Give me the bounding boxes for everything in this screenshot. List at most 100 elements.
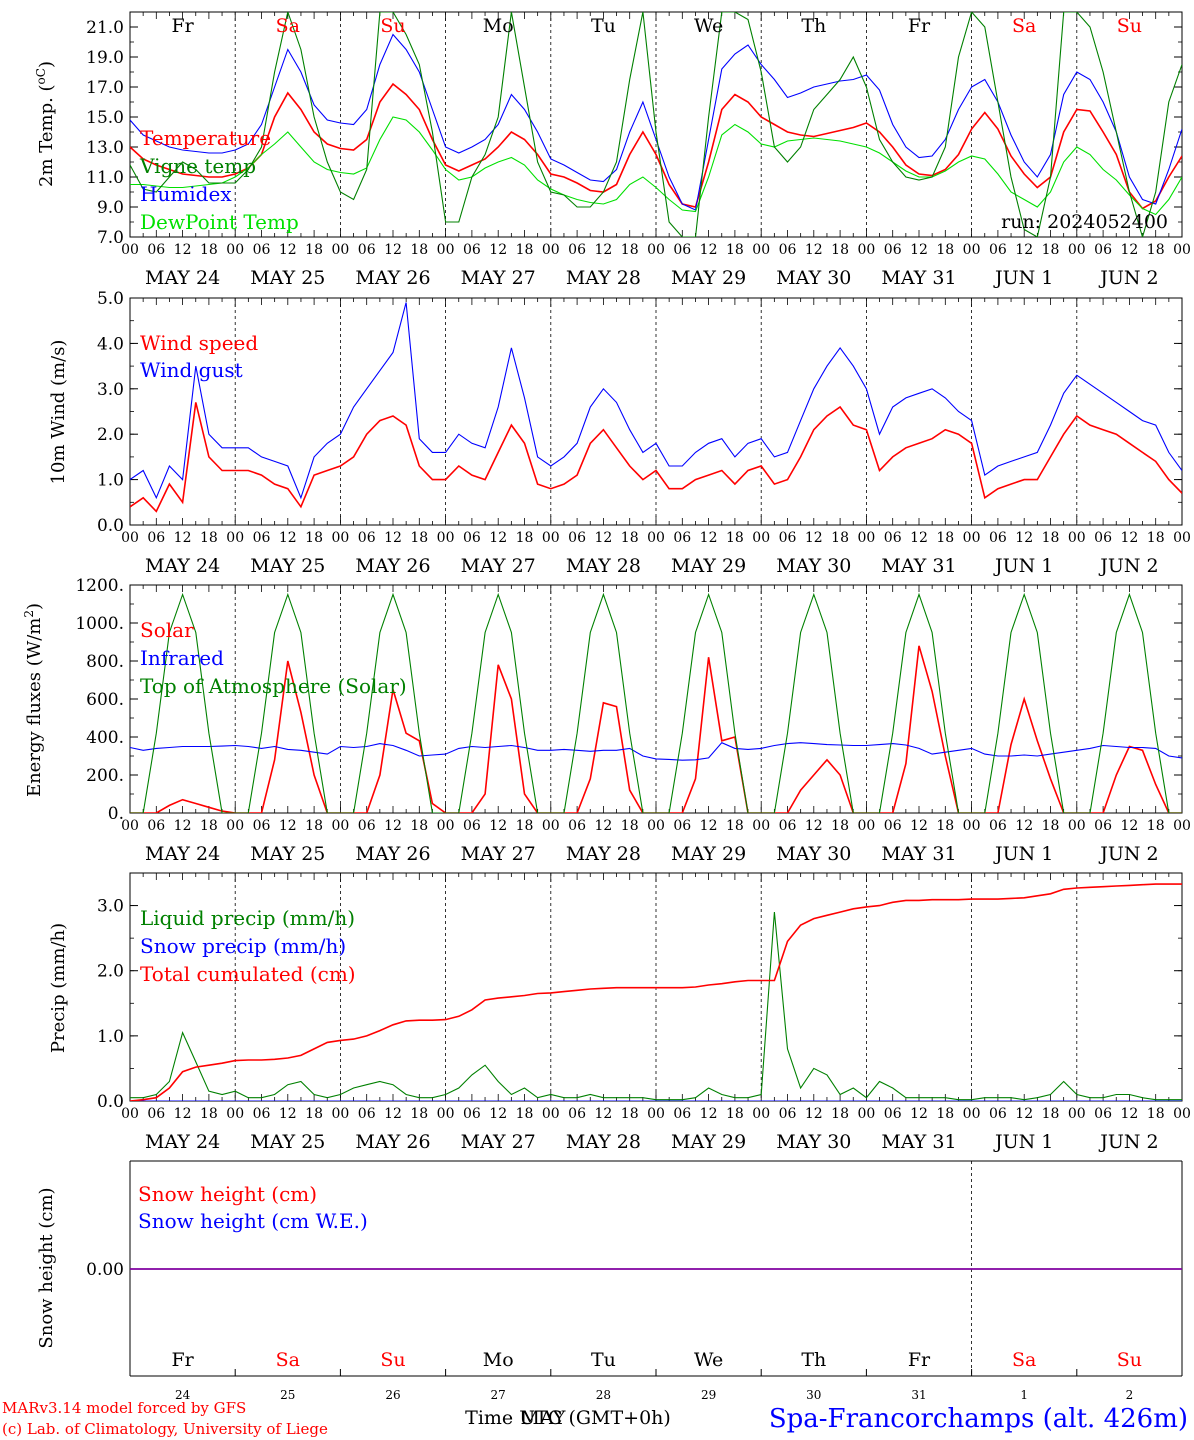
hour-label: 00 [542, 530, 560, 546]
date-label: MAY 30 [776, 1131, 851, 1153]
date-label: JUN 2 [1098, 267, 1158, 289]
legend-item: Snow precip (mm/h) [140, 934, 346, 958]
legend-item: Infrared [140, 646, 224, 670]
day-name: Fr [171, 1349, 194, 1371]
date-label: MAY 28 [566, 1131, 641, 1153]
hour-label: 06 [884, 242, 902, 258]
day-name: Tu [591, 15, 616, 37]
hour-label: 06 [1094, 530, 1112, 546]
panel_wind: 0.0 1.0 2.0 3.0 4.0 5.0 00 06 12 18 00 06 12 18 00 06 12… [97, 289, 1191, 577]
y-axis-label-prefix: 2m Temp. ( [36, 84, 57, 187]
hour-label: 18 [936, 530, 954, 546]
hour-label: 12 [279, 530, 297, 546]
date-label: MAY 24 [145, 1131, 220, 1153]
hour-label: 00 [1173, 242, 1191, 258]
hour-label: 12 [174, 818, 192, 834]
y-axis-label-suffix: ) [24, 603, 45, 610]
legend-item: Vigne temp [139, 154, 256, 178]
hour-label: 00 [437, 530, 455, 546]
y-axis-label: Snow height (cm) [36, 1187, 57, 1348]
legend-item: Humidex [140, 182, 232, 206]
hour-label: 06 [884, 530, 902, 546]
date-label: MAY 28 [566, 267, 641, 289]
hour-label: 12 [1120, 1106, 1138, 1122]
hour-label: 00 [437, 242, 455, 258]
date-label: MAY 24 [145, 555, 220, 577]
y-tick-label: 3.0 [97, 897, 124, 917]
y-tick-label: 600. [86, 690, 124, 710]
date-label: MAY 25 [250, 843, 325, 865]
hour-label: 18 [200, 530, 218, 546]
y-tick-label: 15.0 [86, 108, 124, 128]
hour-label: 00 [857, 1106, 875, 1122]
hour-label: 18 [621, 530, 639, 546]
date-label: MAY 31 [881, 555, 956, 577]
hour-label: 12 [910, 530, 928, 546]
run-label: run: 2024052400 [1001, 211, 1168, 233]
hour-label: 12 [1015, 530, 1033, 546]
y-axis-label-sup: 2 [22, 610, 36, 618]
hour-label: 12 [700, 242, 718, 258]
hour-label: 00 [1068, 1106, 1086, 1122]
day-number: 28 [596, 1388, 611, 1402]
hour-label: 00 [752, 530, 770, 546]
hour-label: 12 [384, 1106, 402, 1122]
hour-label: 12 [1015, 1106, 1033, 1122]
day-name: Th [801, 1349, 826, 1371]
hour-label: 00 [121, 818, 139, 834]
hour-label: 06 [253, 242, 271, 258]
hour-label: 00 [963, 530, 981, 546]
day-number: 27 [491, 1388, 506, 1402]
y-tick-label: 0.0 [97, 1092, 124, 1112]
date-label: MAY 27 [461, 267, 536, 289]
hour-label: 06 [358, 242, 376, 258]
hour-label: 06 [463, 1106, 481, 1122]
series-temperature [130, 82, 1182, 210]
hour-label: 12 [594, 818, 612, 834]
y-tick-label: 0.0 [97, 516, 124, 536]
hour-label: 06 [147, 530, 165, 546]
hour-label: 18 [726, 1106, 744, 1122]
hour-label: 12 [594, 242, 612, 258]
hour-label: 06 [568, 818, 586, 834]
panel_temp: 7.0 9.0 11.0 13.0 15.0 17.0 19.0 21.0 00 06 12 18 00… [86, 11, 1191, 289]
hour-label: 18 [1147, 818, 1165, 834]
hour-label: 12 [594, 1106, 612, 1122]
series-liquid-precip-mm-h- [130, 912, 1182, 1101]
date-label: MAY 26 [355, 843, 430, 865]
series-group [130, 302, 1182, 513]
date-label: MAY 25 [250, 1131, 325, 1153]
legend-item: Wind speed [140, 331, 258, 355]
day-number: 31 [911, 1388, 926, 1402]
day-name: Su [1117, 1349, 1142, 1371]
date-label: MAY 27 [461, 1131, 536, 1153]
hour-label: 06 [779, 818, 797, 834]
date-label: MAY 27 [461, 843, 536, 865]
hour-label: 06 [568, 242, 586, 258]
hour-label: 00 [542, 1106, 560, 1122]
day-name: Fr [908, 15, 931, 37]
hour-label: 00 [331, 818, 349, 834]
date-label: MAY 26 [355, 555, 430, 577]
hour-label: 06 [989, 242, 1007, 258]
series-total-cumulated-cm- [130, 883, 1182, 1101]
hour-label: 12 [805, 530, 823, 546]
hour-label: 12 [1120, 818, 1138, 834]
hour-label: 06 [1094, 1106, 1112, 1122]
hour-label: 00 [647, 242, 665, 258]
date-label: MAY 25 [250, 267, 325, 289]
day-number: 1 [1020, 1388, 1028, 1402]
hour-label: 06 [358, 818, 376, 834]
hour-label: 06 [779, 1106, 797, 1122]
series-wind-speed [130, 402, 1182, 513]
panel_snow: 0.00 Snow height (cm) Snow height (cm W.E.… [36, 1160, 1183, 1402]
hour-label: 12 [910, 1106, 928, 1122]
day-number: 25 [280, 1388, 295, 1402]
hour-label: 12 [805, 242, 823, 258]
date-label: MAY 26 [355, 267, 430, 289]
date-label: MAY 27 [461, 555, 536, 577]
hour-label: 06 [673, 1106, 691, 1122]
y-axis-label-prefix: Energy fluxes (W/m [24, 618, 45, 797]
legend-item: Solar [140, 618, 194, 642]
day-name: Th [801, 15, 826, 37]
